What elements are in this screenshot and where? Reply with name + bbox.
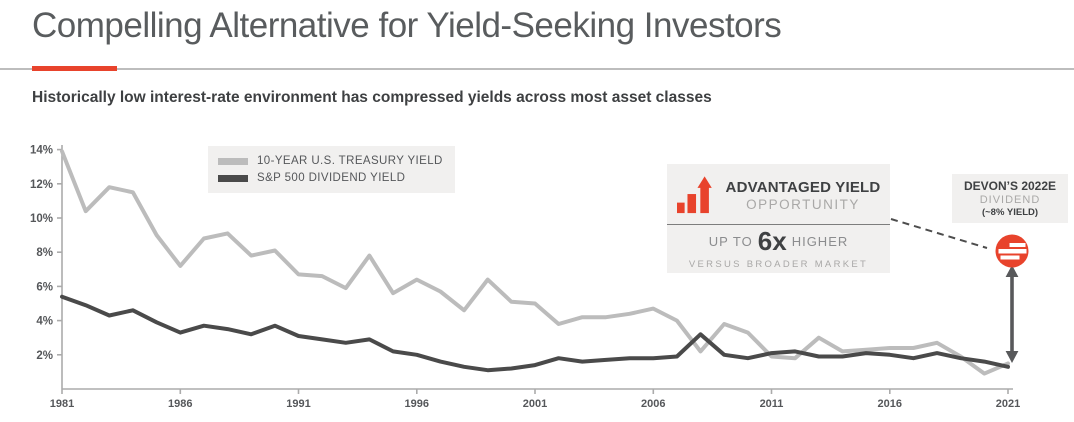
title-divider-accent [32,65,117,71]
x-tick-label: 2016 [878,398,902,410]
advantaged-yield-subtitle: OPPORTUNITY [746,196,860,212]
advantaged-yield-footnote: VERSUS BROADER MARKET [688,259,869,270]
advantaged-yield-panel: ADVANTAGED YIELD OPPORTUNITY UP TO 6x HIGH… [667,164,890,273]
y-tick-label: 14% [30,145,53,157]
page-title: Compelling Alternative for Yield-Seeking… [32,6,782,45]
series-line-1 [60,294,1010,373]
stat-prefix: UP TO [708,234,753,249]
x-tick-label: 1991 [286,398,310,410]
legend-swatch [218,174,248,182]
legend-label: S&P 500 DIVIDEND YIELD [257,172,406,184]
chart-legend: 10-YEAR U.S. TREASURY YIELD S&P 500 DIVID… [208,146,455,193]
stat-suffix: HIGHER [791,234,849,249]
dashed-connector-line [890,218,988,249]
devon-dividend-panel: DEVON’S 2022E DIVIDEND (~8% YIELD) [952,174,1068,223]
y-tick-label: 8% [36,247,53,259]
slide-subtitle: Historically low interest-rate environme… [32,89,712,106]
legend-item: S&P 500 DIVIDEND YIELD [218,172,455,184]
advantaged-panel-divider [667,224,890,225]
advantaged-yield-stat: UP TO 6x HIGHER [667,226,890,257]
legend-item: 10-YEAR U.S. TREASURY YIELD [218,155,455,167]
x-tick-label: 1986 [168,398,192,410]
devon-logo-marker [995,234,1029,268]
advantaged-yield-title: ADVANTAGED YIELD [725,178,881,196]
devon-dividend-subtitle: DIVIDEND [979,194,1041,206]
y-tick-label: 2% [36,350,53,362]
yield-gap-arrow [1005,265,1019,363]
x-tick-label: 2011 [760,398,784,410]
growth-bars-arrow-icon [676,176,712,214]
y-tick-label: 10% [30,213,53,225]
y-tick-label: 12% [30,179,53,191]
devon-dividend-detail: (~8% YIELD) [981,207,1039,218]
legend-label: 10-YEAR U.S. TREASURY YIELD [257,155,443,167]
x-tick-label: 2006 [641,398,665,410]
stat-value: 6x [757,226,787,256]
y-tick-label: 6% [36,281,53,293]
devon-dividend-title: DEVON’S 2022E [963,179,1057,193]
y-tick-label: 4% [36,316,53,328]
legend-swatch [218,157,248,165]
x-tick-label: 2001 [523,398,547,410]
title-divider-line [0,68,1074,70]
x-tick-label: 1981 [50,398,74,410]
x-tick-label: 2021 [996,398,1020,410]
x-tick-label: 1996 [405,398,429,410]
